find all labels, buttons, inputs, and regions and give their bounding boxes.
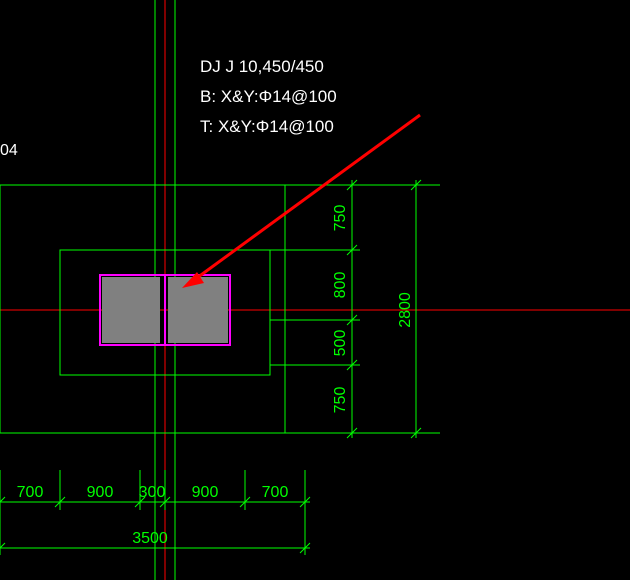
dim-b-700a: 700 (17, 484, 44, 501)
dim-r-750b: 750 (332, 387, 349, 414)
column-right-half (168, 277, 228, 343)
dim-b-900b: 900 (192, 484, 219, 501)
dim-b-300: 300 (139, 484, 166, 501)
dim-r-500: 500 (332, 330, 349, 357)
annotation-line3: T: X&Y:Φ14@100 (200, 117, 334, 136)
dim-r-750a: 750 (332, 205, 349, 232)
annotation-line1: DJ J 10,450/450 (200, 57, 324, 76)
column-left-half (102, 277, 160, 343)
left-label: 04 (0, 142, 18, 159)
dim-b-700b: 700 (262, 484, 289, 501)
dim-r-800: 800 (332, 272, 349, 299)
annotation-line2: B: X&Y:Φ14@100 (200, 87, 337, 106)
cad-drawing: DJ J 10,450/450 B: X&Y:Φ14@100 T: X&Y:Φ1… (0, 0, 630, 580)
dim-b-3500: 3500 (132, 530, 168, 547)
dim-b-900a: 900 (87, 484, 114, 501)
dim-r-2800: 2800 (397, 292, 414, 328)
